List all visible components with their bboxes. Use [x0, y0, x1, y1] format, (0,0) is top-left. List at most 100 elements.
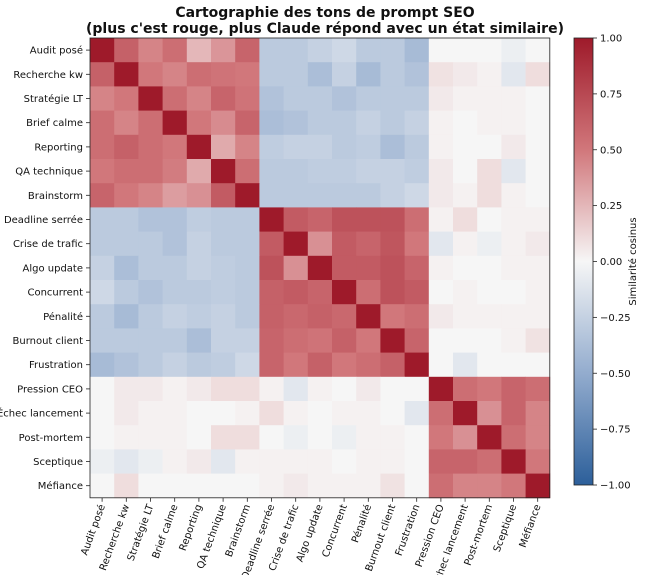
heatmap-cell: [90, 401, 115, 426]
heatmap-cell: [380, 473, 405, 499]
heatmap-cell: [211, 425, 236, 450]
heatmap-cell: [90, 86, 115, 111]
heatmap-cell: [501, 86, 526, 111]
heatmap-cell: [477, 401, 502, 426]
heatmap-cell: [259, 376, 284, 402]
heatmap-cell: [453, 280, 478, 305]
row-label: Pénalité: [43, 311, 83, 323]
heatmap-cell: [356, 304, 381, 329]
heatmap-cell: [162, 401, 188, 426]
heatmap-cells: [90, 38, 551, 499]
heatmap-cell: [114, 159, 139, 184]
heatmap-cell: [114, 280, 139, 305]
heatmap-cell: [162, 62, 188, 87]
heatmap-cell: [307, 159, 333, 184]
heatmap-cell: [162, 304, 188, 329]
heatmap-cell: [477, 134, 502, 160]
heatmap-cell: [453, 473, 478, 499]
heatmap-cell: [332, 255, 357, 281]
heatmap-cell: [307, 183, 333, 208]
heatmap-cell: [235, 255, 260, 281]
heatmap-cell: [525, 352, 551, 378]
heatmap-cell: [186, 207, 212, 232]
heatmap-cell: [428, 159, 454, 184]
heatmap-cell: [356, 449, 381, 474]
heatmap-cell: [307, 255, 333, 281]
heatmap-cell: [525, 304, 551, 329]
heatmap-cell: [453, 304, 478, 329]
heatmap-cell: [380, 449, 405, 474]
heatmap-cell: [356, 86, 381, 111]
heatmap-cell: [162, 183, 188, 208]
heatmap-cell: [138, 62, 163, 87]
heatmap-cell: [114, 231, 139, 257]
heatmap-cell: [404, 328, 430, 353]
heatmap-cell: [307, 110, 333, 136]
heatmap-cell: [477, 280, 502, 305]
heatmap-cell: [283, 376, 309, 402]
heatmap-cell: [428, 38, 454, 63]
heatmap-cell: [380, 62, 405, 87]
heatmap-cell: [477, 352, 502, 378]
heatmap-cell: [525, 449, 551, 474]
heatmap-cell: [259, 110, 284, 136]
heatmap-cell: [501, 183, 526, 208]
heatmap-cell: [114, 62, 139, 87]
heatmap-cell: [501, 376, 526, 402]
row-label: Brief calme: [26, 118, 83, 129]
chart-title-line1: Cartographie des tons de prompt SEO: [175, 5, 474, 21]
heatmap-cell: [259, 62, 284, 87]
row-label: Pression CEO: [17, 384, 83, 395]
heatmap-cell: [307, 401, 333, 426]
heatmap-cell: [114, 183, 139, 208]
heatmap-cell: [211, 255, 236, 281]
heatmap-cell: [114, 207, 139, 232]
heatmap-cell: [162, 110, 188, 136]
heatmap-cell: [211, 38, 236, 63]
heatmap-cell: [501, 473, 526, 499]
heatmap-cell: [162, 473, 188, 499]
heatmap-cell: [428, 473, 454, 499]
heatmap-cell: [90, 376, 115, 402]
heatmap-cell: [211, 86, 236, 111]
heatmap-cell: [114, 255, 139, 281]
heatmap-cell: [186, 425, 212, 450]
heatmap-cell: [283, 231, 309, 257]
heatmap-cell: [235, 352, 260, 378]
heatmap-cell: [307, 38, 333, 63]
heatmap-cell: [356, 134, 381, 160]
heatmap-cell: [114, 134, 139, 160]
heatmap-cell: [428, 376, 454, 402]
heatmap-cell: [90, 449, 115, 474]
heatmap-cell: [307, 425, 333, 450]
heatmap-cell: [259, 231, 284, 257]
heatmap-cell: [283, 38, 309, 63]
heatmap-cell: [235, 110, 260, 136]
heatmap-cell: [162, 328, 188, 353]
heatmap-cell: [501, 231, 526, 257]
heatmap-cell: [501, 425, 526, 450]
heatmap-cell: [259, 159, 284, 184]
heatmap-cell: [428, 86, 454, 111]
heatmap-cell: [162, 159, 188, 184]
heatmap-cell: [525, 159, 551, 184]
heatmap-cell: [90, 159, 115, 184]
heatmap-cell: [211, 401, 236, 426]
heatmap-cell: [162, 255, 188, 281]
heatmap-cell: [525, 62, 551, 87]
heatmap-cell: [138, 38, 163, 63]
heatmap-cell: [453, 449, 478, 474]
heatmap-cell: [186, 183, 212, 208]
heatmap-cell: [356, 280, 381, 305]
column-label: Reporting: [178, 503, 205, 552]
heatmap-cell: [428, 304, 454, 329]
heatmap-cell: [477, 62, 502, 87]
heatmap-cell: [283, 86, 309, 111]
heatmap-cell: [90, 425, 115, 450]
heatmap-cell: [186, 304, 212, 329]
row-label: Concurrent: [27, 288, 83, 299]
heatmap-cell: [501, 352, 526, 378]
heatmap-cell: [114, 449, 139, 474]
heatmap-cell: [259, 183, 284, 208]
colorbar-tick-label: 0.50: [600, 145, 622, 156]
